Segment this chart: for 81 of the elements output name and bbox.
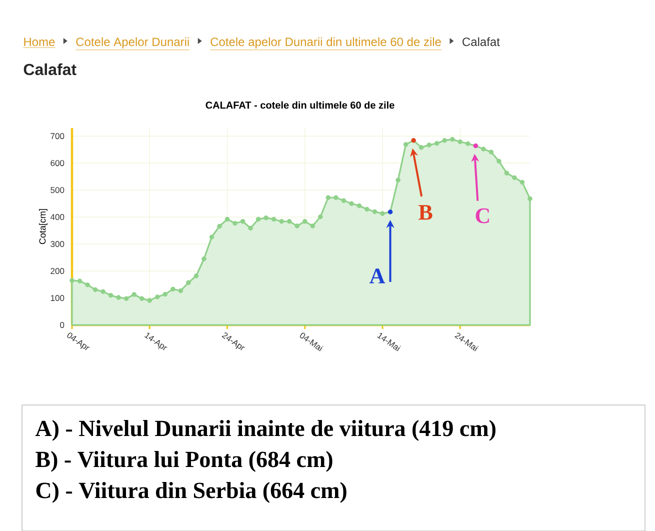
point <box>520 180 525 185</box>
point <box>318 214 323 220</box>
point <box>380 211 385 216</box>
point <box>85 282 90 288</box>
point <box>108 292 114 298</box>
point <box>356 203 362 208</box>
point <box>364 206 370 212</box>
point <box>512 175 517 180</box>
point <box>481 146 486 152</box>
chart-title: CALAFAT - cotele din ultimele 60 de zile <box>206 101 394 109</box>
point <box>488 150 494 154</box>
point <box>92 287 98 292</box>
text: Calafat <box>24 63 76 76</box>
point <box>341 198 346 203</box>
point <box>396 178 400 182</box>
point <box>100 289 106 294</box>
point <box>418 145 424 150</box>
point <box>372 209 378 214</box>
y-tick-label: 500 <box>50 187 64 194</box>
text: Calafat <box>462 37 500 46</box>
point <box>170 286 176 292</box>
point <box>186 280 191 286</box>
point <box>279 218 284 224</box>
point <box>411 138 416 143</box>
point <box>139 296 144 301</box>
point <box>504 170 510 176</box>
point <box>194 273 199 278</box>
point <box>162 292 168 297</box>
annotation: C <box>476 208 489 224</box>
point <box>232 220 238 226</box>
point <box>458 139 463 144</box>
point <box>271 216 276 222</box>
point <box>426 142 432 148</box>
point <box>154 294 160 300</box>
text: C) - Viitura din Serbia (664 cm) <box>36 482 346 503</box>
point <box>294 224 300 228</box>
point <box>310 224 316 228</box>
point <box>256 216 261 222</box>
point <box>326 195 331 200</box>
point <box>334 195 338 200</box>
point <box>302 218 308 224</box>
annotation: A <box>370 268 386 284</box>
y-tick-label: 0 <box>60 322 64 328</box>
point <box>465 141 470 146</box>
point <box>528 196 532 202</box>
y-tick-label: 100 <box>50 295 64 302</box>
text: A) - Nivelul Dunarii inainte de viitura (419 cm) <box>35 420 496 441</box>
point <box>178 288 184 294</box>
point <box>116 295 121 300</box>
point <box>147 298 152 303</box>
text: Cotele apelor Dunarii din ultimele 60 de zile <box>210 37 441 48</box>
point <box>202 256 206 262</box>
point <box>224 216 230 222</box>
point <box>388 210 393 214</box>
text: Home <box>24 38 55 46</box>
point <box>70 278 74 283</box>
text: Cotele Apelor Dunarii <box>76 37 189 48</box>
point <box>124 296 129 301</box>
y-tick-label: 400 <box>50 214 64 220</box>
point <box>496 158 502 164</box>
y-tick-label: 200 <box>50 268 64 274</box>
point <box>264 215 268 220</box>
point <box>209 234 214 240</box>
y-tick-label: 600 <box>50 160 64 166</box>
point <box>132 292 137 297</box>
y-tick-label: 300 <box>50 241 64 248</box>
annotation: B <box>418 205 432 220</box>
point <box>442 138 448 143</box>
point <box>248 226 253 231</box>
point <box>450 136 455 142</box>
point <box>240 218 246 224</box>
y-tick-label: 700 <box>50 133 64 140</box>
point <box>473 143 478 148</box>
text: B) - Viitura lui Ponta (684 cm) <box>36 451 332 472</box>
point <box>77 278 82 284</box>
point <box>403 142 408 147</box>
point <box>434 140 440 146</box>
point <box>349 201 354 206</box>
point <box>286 218 292 224</box>
y-axis-title: Cota[cm] <box>39 209 48 244</box>
point <box>217 224 222 229</box>
